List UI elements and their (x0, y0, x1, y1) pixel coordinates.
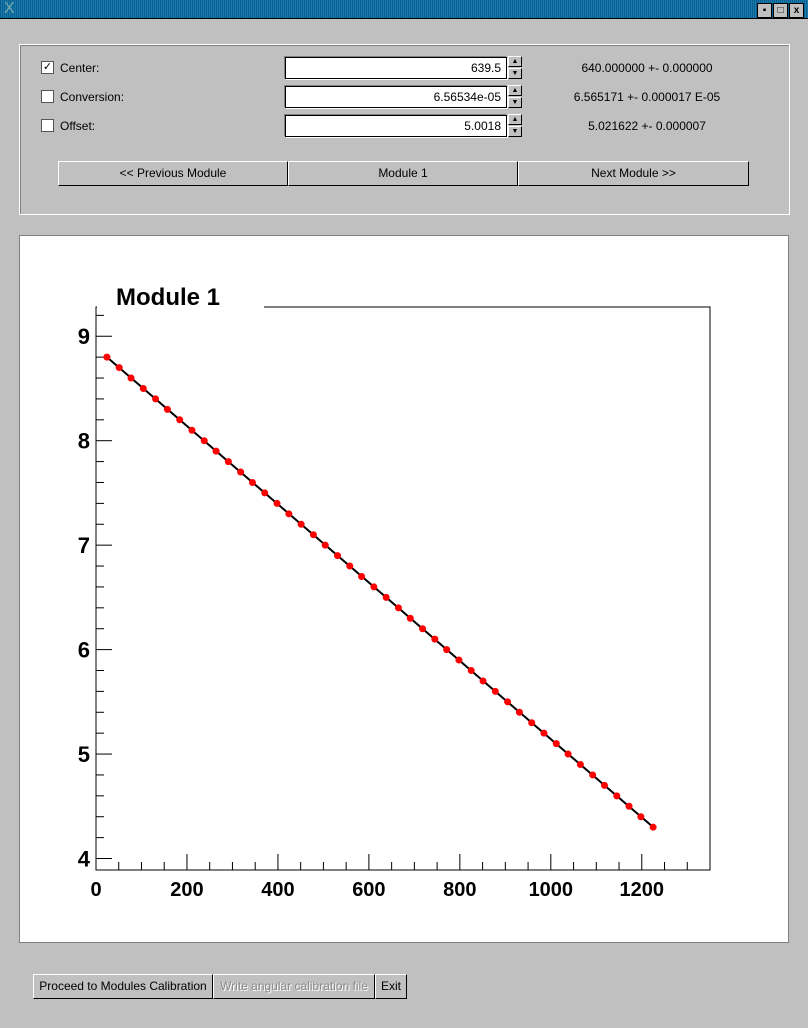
data-point (370, 583, 378, 591)
data-point (237, 468, 245, 476)
data-point (261, 489, 269, 497)
x-tick-label: 1200 (620, 879, 665, 901)
x-tick-label: 800 (443, 879, 476, 901)
param-label: Center: (60, 61, 100, 75)
data-point (625, 802, 633, 810)
data-point (455, 656, 463, 664)
spin-up-icon[interactable]: ▲ (508, 85, 522, 96)
spin-down-icon[interactable]: ▼ (508, 97, 522, 108)
previous-module-button[interactable]: << Previous Module (58, 161, 288, 186)
data-point (515, 708, 523, 716)
data-point (504, 698, 512, 706)
param-label: Conversion: (60, 90, 125, 104)
write-calibration-file-button: Write angular calibration file (213, 974, 375, 999)
param-value-input[interactable]: 6.56534e-05 (285, 86, 507, 108)
data-point (431, 635, 439, 643)
current-module-button[interactable]: Module 1 (288, 161, 518, 186)
data-point (358, 572, 366, 580)
data-point (406, 614, 414, 622)
data-point (528, 719, 536, 727)
data-point (346, 562, 354, 570)
data-point (273, 499, 281, 507)
x-tick-label: 400 (261, 879, 294, 901)
data-point (163, 405, 171, 413)
data-point (419, 625, 427, 633)
chart-title: Module 1 (116, 284, 220, 311)
param-label: Offset: (60, 119, 96, 133)
data-point (309, 531, 317, 539)
data-point (649, 823, 657, 831)
plot-frame (95, 306, 711, 871)
close-icon[interactable]: x (789, 3, 804, 18)
data-point (212, 447, 220, 455)
y-tick-label: 9 (78, 324, 90, 349)
data-point (564, 750, 572, 758)
data-point (248, 478, 256, 486)
data-point (139, 384, 147, 392)
spin-up-icon[interactable]: ▲ (508, 114, 522, 125)
data-point (443, 646, 451, 654)
data-point (334, 552, 342, 560)
param-value-input[interactable]: 5.0018 (285, 115, 507, 137)
param-value-input[interactable]: 639.5 (285, 57, 507, 79)
spin-down-icon[interactable]: ▼ (508, 68, 522, 79)
data-point (127, 374, 135, 382)
exit-button[interactable]: Exit (375, 974, 407, 999)
maximize-icon[interactable]: □ (773, 3, 788, 18)
data-point (382, 593, 390, 601)
param-checkbox[interactable] (41, 119, 54, 132)
x-logo-icon: X (4, 0, 15, 17)
data-point (467, 666, 475, 674)
plot-canvas[interactable] (19, 235, 789, 943)
param-fit-result: 6.565171 +- 0.000017 E-05 (573, 90, 721, 104)
next-module-button[interactable]: Next Module >> (518, 161, 749, 186)
proceed-calibration-button[interactable]: Proceed to Modules Calibration (33, 974, 213, 999)
data-point (200, 437, 208, 445)
y-tick-label: 4 (78, 847, 91, 872)
data-point (479, 677, 487, 685)
data-point (152, 395, 160, 403)
y-tick-label: 7 (78, 533, 90, 558)
spin-up-icon[interactable]: ▲ (508, 56, 522, 67)
x-tick-label: 200 (170, 879, 203, 901)
title-bar[interactable] (0, 0, 808, 19)
y-tick-label: 5 (78, 742, 90, 767)
data-point (552, 740, 560, 748)
x-tick-label: 1000 (529, 879, 574, 901)
data-point (176, 416, 184, 424)
x-tick-label: 0 (90, 879, 101, 901)
param-checkbox[interactable]: ✓ (41, 61, 54, 74)
title-background (97, 290, 264, 312)
data-point (613, 792, 621, 800)
data-point (491, 687, 499, 695)
data-point (297, 520, 305, 528)
data-point (103, 353, 111, 361)
param-fit-result: 5.021622 +- 0.000007 (588, 119, 706, 133)
data-point (394, 604, 402, 612)
y-tick-label: 6 (78, 638, 90, 663)
data-point (321, 541, 329, 549)
minimize-icon[interactable]: ▪ (757, 3, 772, 18)
data-point (285, 510, 293, 518)
y-tick-label: 8 (78, 429, 90, 454)
spin-down-icon[interactable]: ▼ (508, 126, 522, 137)
fit-line (106, 356, 654, 828)
param-checkbox[interactable] (41, 90, 54, 103)
data-point (224, 458, 232, 466)
data-point (600, 781, 608, 789)
data-point (589, 771, 597, 779)
data-point (637, 813, 645, 821)
data-point (576, 761, 584, 769)
param-fit-result: 640.000000 +- 0.000000 (581, 61, 713, 75)
data-point (540, 729, 548, 737)
parameters-group (19, 44, 790, 215)
x-tick-label: 600 (352, 879, 385, 901)
data-point (115, 364, 123, 372)
data-point (188, 426, 196, 434)
